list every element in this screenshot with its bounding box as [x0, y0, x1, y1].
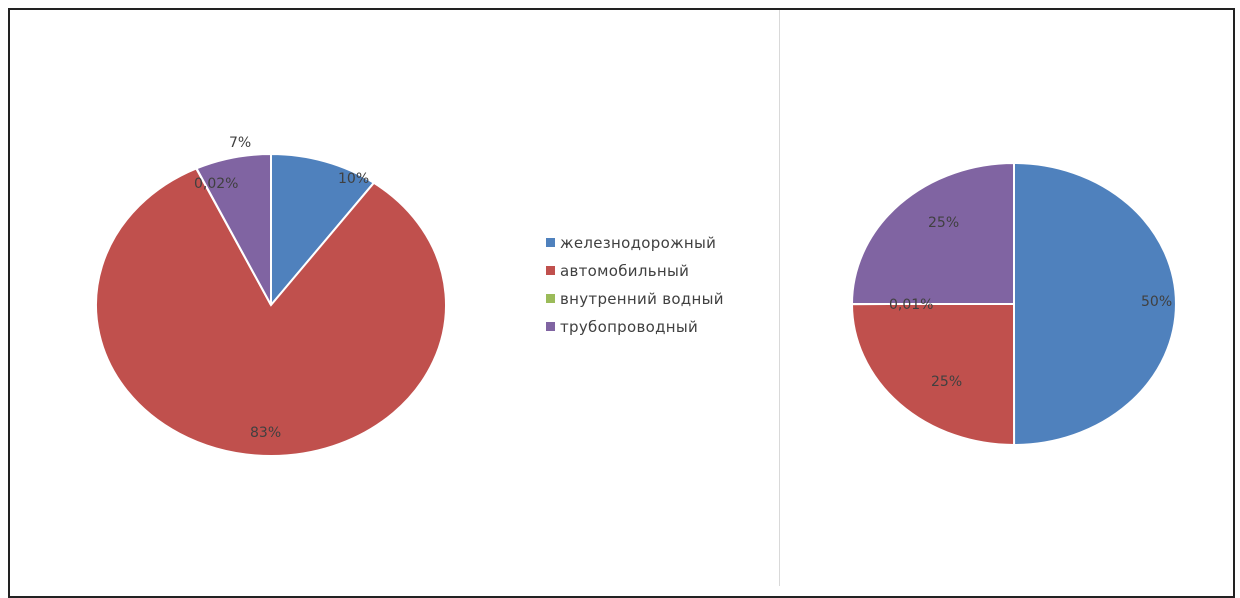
pie1-label-road: 83%	[250, 425, 281, 441]
legend-label-rail: железнодорожный	[560, 232, 740, 254]
pie1-label-rail: 10%	[338, 171, 369, 187]
legend-item-pipeline: трубопроводный	[546, 316, 776, 338]
pie2-label-water: 0,01%	[889, 297, 933, 313]
pie1-label-pipeline: 7%	[229, 135, 251, 151]
legend-label-water: внутренний водный	[560, 288, 740, 310]
legend-label-pipeline: трубопроводный	[560, 316, 740, 338]
legend: железнодорожный автомобильный внутренний…	[546, 232, 776, 344]
legend-swatch-rail	[546, 238, 555, 247]
legend-item-rail: железнодорожный	[546, 232, 776, 254]
legend-swatch-water	[546, 294, 555, 303]
legend-item-water: внутренний водный	[546, 288, 776, 310]
pie1-label-water: 0,02%	[194, 176, 238, 192]
legend-swatch-road	[546, 266, 555, 275]
pie2-slice-pipeline	[852, 163, 1014, 304]
legend-label-road: автомобильный	[560, 260, 740, 282]
pie2-label-road: 25%	[931, 374, 962, 390]
legend-swatch-pipeline	[546, 322, 555, 331]
pie2-label-rail: 50%	[1141, 294, 1172, 310]
legend-item-road: автомобильный	[546, 260, 776, 282]
pie2-label-pipeline: 25%	[928, 215, 959, 231]
